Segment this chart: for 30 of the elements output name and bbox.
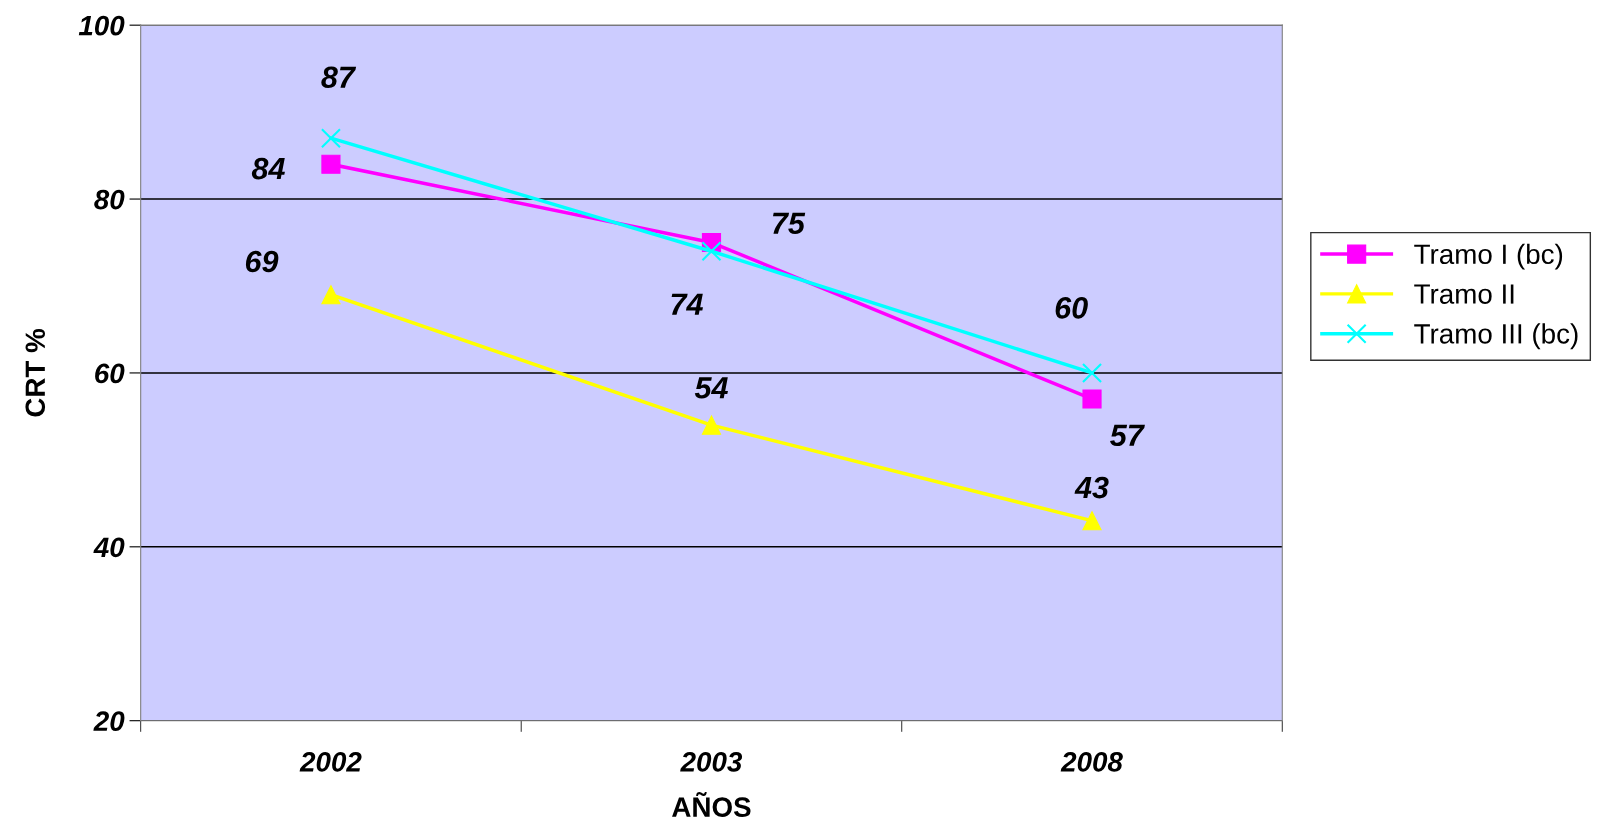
- x-tick-label: 2003: [680, 751, 743, 772]
- data-label: 69: [245, 250, 279, 273]
- x-tick-label: 2002: [299, 751, 362, 772]
- y-tick-label: 80: [94, 189, 125, 210]
- y-tick-label: 60: [95, 363, 125, 384]
- legend-label: Tramo II: [1414, 284, 1514, 304]
- point: [701, 241, 722, 262]
- y-axis-title: CRT %: [25, 328, 46, 417]
- y-tick-label: 40: [93, 537, 125, 558]
- legend-label: Tramo III (bc): [1414, 323, 1578, 350]
- data-label: 84: [251, 157, 285, 180]
- y-tick-label: 100: [78, 15, 125, 36]
- point: [701, 415, 722, 435]
- data-label: 60: [1055, 297, 1088, 319]
- point: [320, 128, 342, 149]
- point: [321, 154, 341, 174]
- x-axis-title: AÑOS: [672, 792, 751, 817]
- legend-label: Tramo I (bc): [1414, 243, 1563, 270]
- data-label: 57: [1110, 424, 1145, 447]
- data-label: 54: [694, 377, 728, 399]
- data-label: 87: [321, 66, 357, 89]
- data-label: 74: [671, 293, 703, 315]
- x-tick-label: 2008: [1060, 751, 1123, 772]
- point: [1082, 389, 1102, 409]
- point: [1081, 362, 1103, 383]
- y-tick-label: 20: [93, 711, 125, 732]
- point: [1082, 511, 1102, 531]
- data-label: 43: [1074, 476, 1109, 499]
- data-label: 75: [773, 212, 806, 235]
- point: [321, 285, 341, 305]
